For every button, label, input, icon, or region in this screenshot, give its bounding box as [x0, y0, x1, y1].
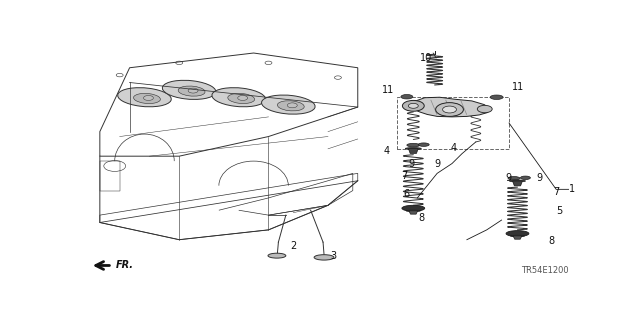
Ellipse shape	[419, 143, 429, 146]
Ellipse shape	[262, 95, 315, 114]
Ellipse shape	[406, 210, 420, 211]
Circle shape	[287, 103, 297, 108]
Bar	[100, 161, 120, 190]
Circle shape	[436, 103, 463, 116]
Text: 2: 2	[290, 241, 296, 251]
Text: 9: 9	[536, 173, 543, 183]
Ellipse shape	[163, 80, 216, 100]
Text: 9: 9	[435, 159, 441, 168]
Circle shape	[477, 105, 492, 113]
Text: 11: 11	[511, 82, 524, 93]
Bar	[397, 97, 509, 149]
Text: 9: 9	[506, 173, 511, 183]
Ellipse shape	[134, 93, 161, 104]
Polygon shape	[513, 236, 522, 239]
Ellipse shape	[490, 95, 503, 100]
Text: 7: 7	[401, 171, 408, 181]
Text: 10: 10	[420, 53, 432, 63]
Ellipse shape	[277, 101, 304, 111]
Polygon shape	[513, 181, 522, 186]
Ellipse shape	[509, 180, 525, 182]
Text: 9: 9	[409, 159, 415, 168]
Text: 7: 7	[554, 187, 560, 197]
Text: 1: 1	[568, 184, 575, 194]
Circle shape	[143, 95, 154, 100]
Polygon shape	[408, 97, 489, 117]
Circle shape	[188, 88, 198, 93]
Ellipse shape	[212, 88, 266, 107]
Text: 11: 11	[381, 85, 394, 95]
Polygon shape	[408, 149, 418, 153]
Ellipse shape	[405, 148, 421, 150]
Text: 4: 4	[384, 146, 390, 156]
Ellipse shape	[314, 255, 334, 260]
Text: 4: 4	[451, 143, 457, 152]
Ellipse shape	[508, 177, 520, 180]
Circle shape	[237, 95, 248, 100]
Ellipse shape	[178, 86, 205, 96]
Text: 3: 3	[330, 251, 336, 261]
Text: 5: 5	[556, 206, 563, 217]
Ellipse shape	[506, 231, 529, 236]
Text: TR54E1200: TR54E1200	[521, 266, 568, 275]
Ellipse shape	[268, 253, 286, 258]
Ellipse shape	[402, 205, 425, 211]
Ellipse shape	[228, 93, 255, 104]
Text: 8: 8	[548, 236, 555, 246]
Ellipse shape	[510, 235, 525, 237]
Ellipse shape	[407, 144, 420, 147]
Polygon shape	[409, 211, 418, 214]
Ellipse shape	[118, 88, 172, 107]
Text: FR.: FR.	[116, 261, 134, 271]
Ellipse shape	[520, 176, 531, 180]
Circle shape	[443, 106, 456, 113]
Circle shape	[403, 100, 424, 111]
Text: 6: 6	[404, 189, 410, 199]
Circle shape	[408, 103, 419, 108]
Ellipse shape	[401, 94, 413, 99]
Text: 8: 8	[419, 212, 425, 223]
